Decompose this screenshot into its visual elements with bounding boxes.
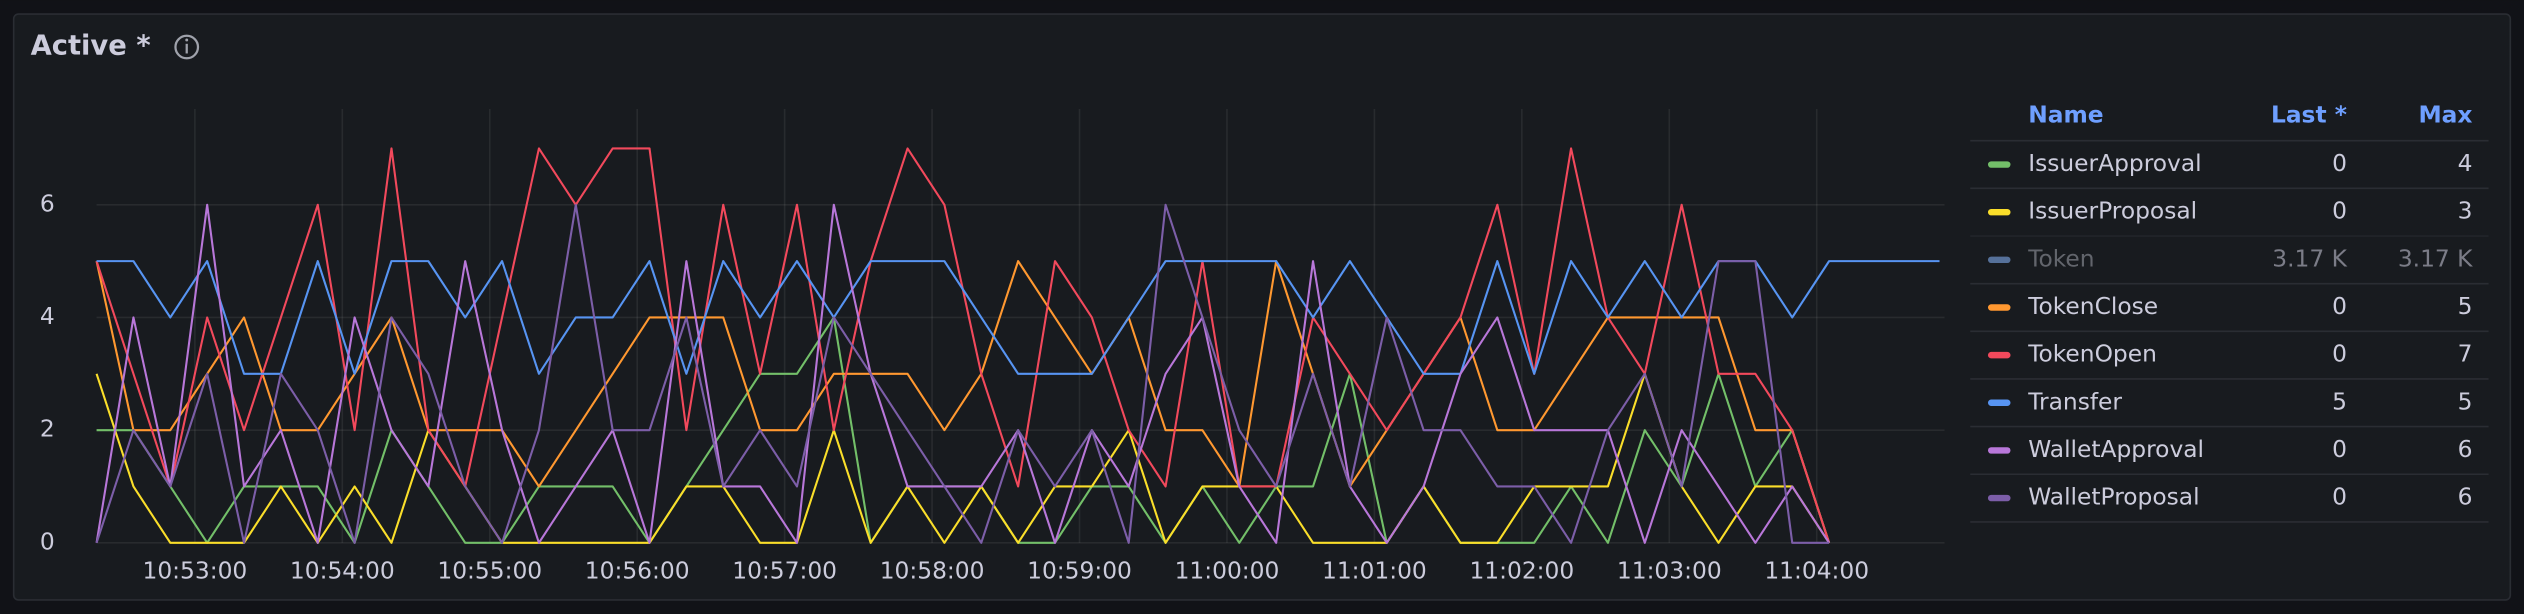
x-tick-label: 10:57:00 [732, 556, 837, 584]
series-line [95, 260, 1831, 544]
legend-name: Transfer [2027, 387, 2122, 415]
legend-max: 6 [2458, 483, 2473, 511]
x-tick-label: 11:02:00 [1469, 556, 1574, 584]
legend-last: 0 [2332, 292, 2347, 320]
legend-name: WalletProposal [2028, 483, 2199, 511]
legend-max: 3.17 K [2398, 244, 2473, 272]
legend-row[interactable]: WalletApproval 0 6 [1970, 425, 2489, 463]
legend-header: Name [2028, 101, 2103, 129]
legend-max: 6 [2458, 435, 2473, 463]
legend-name: WalletApproval [2028, 435, 2204, 463]
legend-row[interactable]: Transfer 5 5 [1970, 378, 2489, 415]
panel-frame [12, 13, 2512, 601]
x-tick-label: 10:56:00 [585, 556, 690, 584]
legend-row[interactable]: TokenOpen 0 7 [1970, 330, 2489, 368]
legend-max: 5 [2458, 292, 2473, 320]
legend-max: 7 [2458, 340, 2473, 368]
x-tick-label: 11:00:00 [1175, 556, 1280, 584]
x-tick-label: 10:54:00 [290, 556, 395, 584]
legend-name: IssuerProposal [2028, 197, 2197, 225]
legend-max: 3 [2458, 197, 2473, 225]
panel-title: Active * [31, 31, 151, 62]
series-line [96, 260, 1940, 375]
series-line [95, 203, 1830, 544]
y-tick-label: 0 [40, 527, 55, 555]
legend-name: IssuerApproval [2028, 149, 2201, 177]
legend-max: 4 [2458, 149, 2473, 177]
legend-last: 0 [2332, 197, 2347, 225]
x-tick-label: 10:59:00 [1027, 556, 1132, 584]
y-tick-label: 2 [40, 415, 55, 443]
legend-last: 0 [2332, 340, 2347, 368]
legend-last: 0 [2332, 435, 2347, 463]
legend-header: Max [2418, 101, 2472, 129]
x-tick-label: 10:55:00 [437, 556, 542, 584]
legend-name: TokenOpen [2027, 340, 2157, 368]
legend-last: 5 [2332, 387, 2347, 415]
legend-row[interactable]: Token 3.17 K 3.17 K [1970, 235, 2489, 272]
legend-max: 5 [2458, 387, 2473, 415]
series-line [95, 203, 1830, 544]
legend-row[interactable]: TokenClose 0 5 [1970, 282, 2489, 320]
x-tick-label: 11:04:00 [1764, 556, 1869, 584]
x-tick-label: 10:53:00 [142, 556, 247, 584]
legend-last: 0 [2332, 149, 2347, 177]
legend-row[interactable]: IssuerApproval 0 4 [1970, 139, 2489, 177]
legend-row[interactable]: IssuerProposal 0 3 [1970, 187, 2489, 225]
x-tick-label: 11:01:00 [1322, 556, 1427, 584]
legend-row[interactable]: WalletProposal 0 6 [1970, 473, 2489, 523]
legend-name: Token [2027, 244, 2094, 272]
legend-header: Last * [2271, 101, 2347, 129]
legend-last: 3.17 K [2272, 244, 2347, 272]
y-tick-label: 6 [40, 189, 55, 217]
x-tick-label: 10:58:00 [880, 556, 985, 584]
info-icon[interactable] [174, 34, 200, 60]
legend-last: 0 [2332, 483, 2347, 511]
y-tick-label: 4 [40, 302, 55, 330]
x-tick-label: 11:03:00 [1617, 556, 1722, 584]
legend-name: TokenClose [2027, 292, 2158, 320]
